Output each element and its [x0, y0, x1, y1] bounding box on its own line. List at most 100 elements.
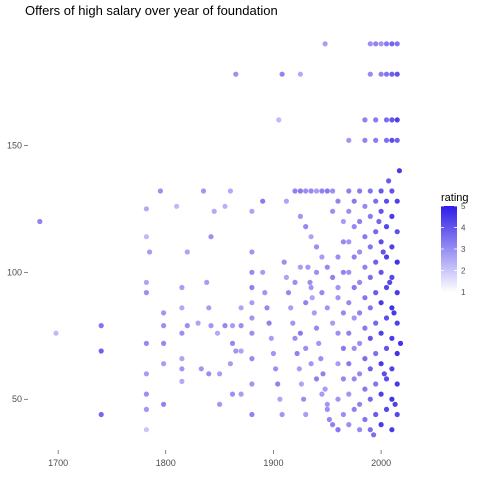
data-point: [214, 330, 221, 336]
data-point: [249, 315, 255, 321]
data-point: [301, 396, 307, 402]
data-point: [340, 218, 346, 225]
data-point: [389, 244, 395, 250]
data-point: [206, 371, 212, 377]
data-point: [249, 300, 255, 306]
data-point: [362, 386, 368, 392]
data-point: [389, 213, 395, 219]
data-point: [373, 411, 379, 418]
data-point: [351, 224, 357, 230]
data-point: [383, 345, 390, 351]
data-point: [357, 371, 363, 377]
data-point: [308, 234, 314, 240]
data-point: [335, 396, 341, 402]
data-point: [340, 310, 346, 316]
data-point: [319, 391, 325, 397]
data-point: [357, 310, 363, 316]
data-point: [179, 330, 185, 336]
data-point: [389, 427, 395, 433]
data-point: [238, 391, 244, 397]
data-point: [249, 208, 255, 214]
data-point: [330, 320, 336, 326]
data-point: [324, 264, 330, 270]
data-point: [322, 386, 328, 392]
data-point: [238, 323, 244, 329]
data-point: [381, 371, 387, 377]
data-point: [330, 188, 336, 194]
data-point: [283, 274, 289, 280]
data-point: [229, 340, 236, 346]
data-point: [357, 279, 363, 285]
data-point: [389, 396, 395, 402]
data-point: [340, 411, 346, 418]
data-point: [367, 41, 373, 47]
data-point: [296, 366, 302, 372]
data-point: [351, 315, 357, 321]
data-point: [260, 198, 266, 204]
data-point: [179, 284, 185, 291]
data-point: [268, 335, 274, 341]
data-point: [357, 401, 363, 407]
data-point: [174, 203, 180, 209]
data-point: [335, 295, 341, 301]
data-point: [222, 203, 228, 209]
data-point: [53, 330, 59, 336]
data-point: [389, 366, 395, 372]
data-point: [346, 422, 352, 428]
data-point: [380, 249, 386, 255]
data-point: [204, 279, 210, 285]
data-point: [378, 300, 384, 306]
data-point: [143, 391, 149, 397]
data-point: [311, 310, 317, 316]
data-point: [294, 350, 300, 357]
data-point: [335, 361, 341, 367]
data-point: [303, 411, 309, 418]
data-point: [362, 137, 368, 143]
data-point: [346, 239, 352, 245]
data-point: [335, 284, 341, 291]
y-tick-label: 150: [7, 140, 22, 150]
data-point: [367, 335, 373, 341]
data-point: [383, 137, 390, 143]
data-point: [297, 188, 303, 194]
data-point: [391, 310, 397, 316]
data-point: [227, 361, 233, 367]
data-point: [383, 41, 390, 47]
data-point: [389, 188, 395, 194]
data-point: [367, 213, 373, 219]
data-point: [394, 229, 400, 235]
data-point: [367, 396, 373, 402]
x-tick-label: 1800: [156, 458, 176, 468]
data-point: [229, 391, 236, 397]
legend-title: rating: [441, 192, 469, 204]
data-point: [386, 178, 392, 184]
data-point: [367, 274, 373, 280]
data-point: [389, 137, 395, 143]
data-point: [378, 208, 384, 214]
data-point: [340, 376, 346, 382]
data-point: [303, 224, 309, 230]
data-point: [346, 208, 352, 214]
data-point: [394, 290, 400, 296]
data-point: [260, 269, 266, 275]
data-point: [373, 41, 379, 47]
data-point: [217, 371, 223, 377]
data-point: [277, 396, 283, 402]
data-point: [340, 345, 346, 351]
data-point: [373, 117, 379, 123]
data-point: [98, 411, 104, 418]
data-point: [351, 198, 357, 204]
data-point: [389, 41, 395, 47]
data-point: [249, 284, 255, 291]
data-point: [340, 269, 346, 275]
data-point: [200, 188, 207, 194]
data-point: [394, 137, 400, 143]
data-point: [229, 323, 236, 329]
data-point: [303, 300, 309, 306]
data-point: [313, 376, 320, 382]
data-point: [290, 320, 296, 326]
data-point: [143, 427, 149, 433]
x-tick-label: 1900: [263, 458, 283, 468]
data-point: [179, 305, 185, 311]
